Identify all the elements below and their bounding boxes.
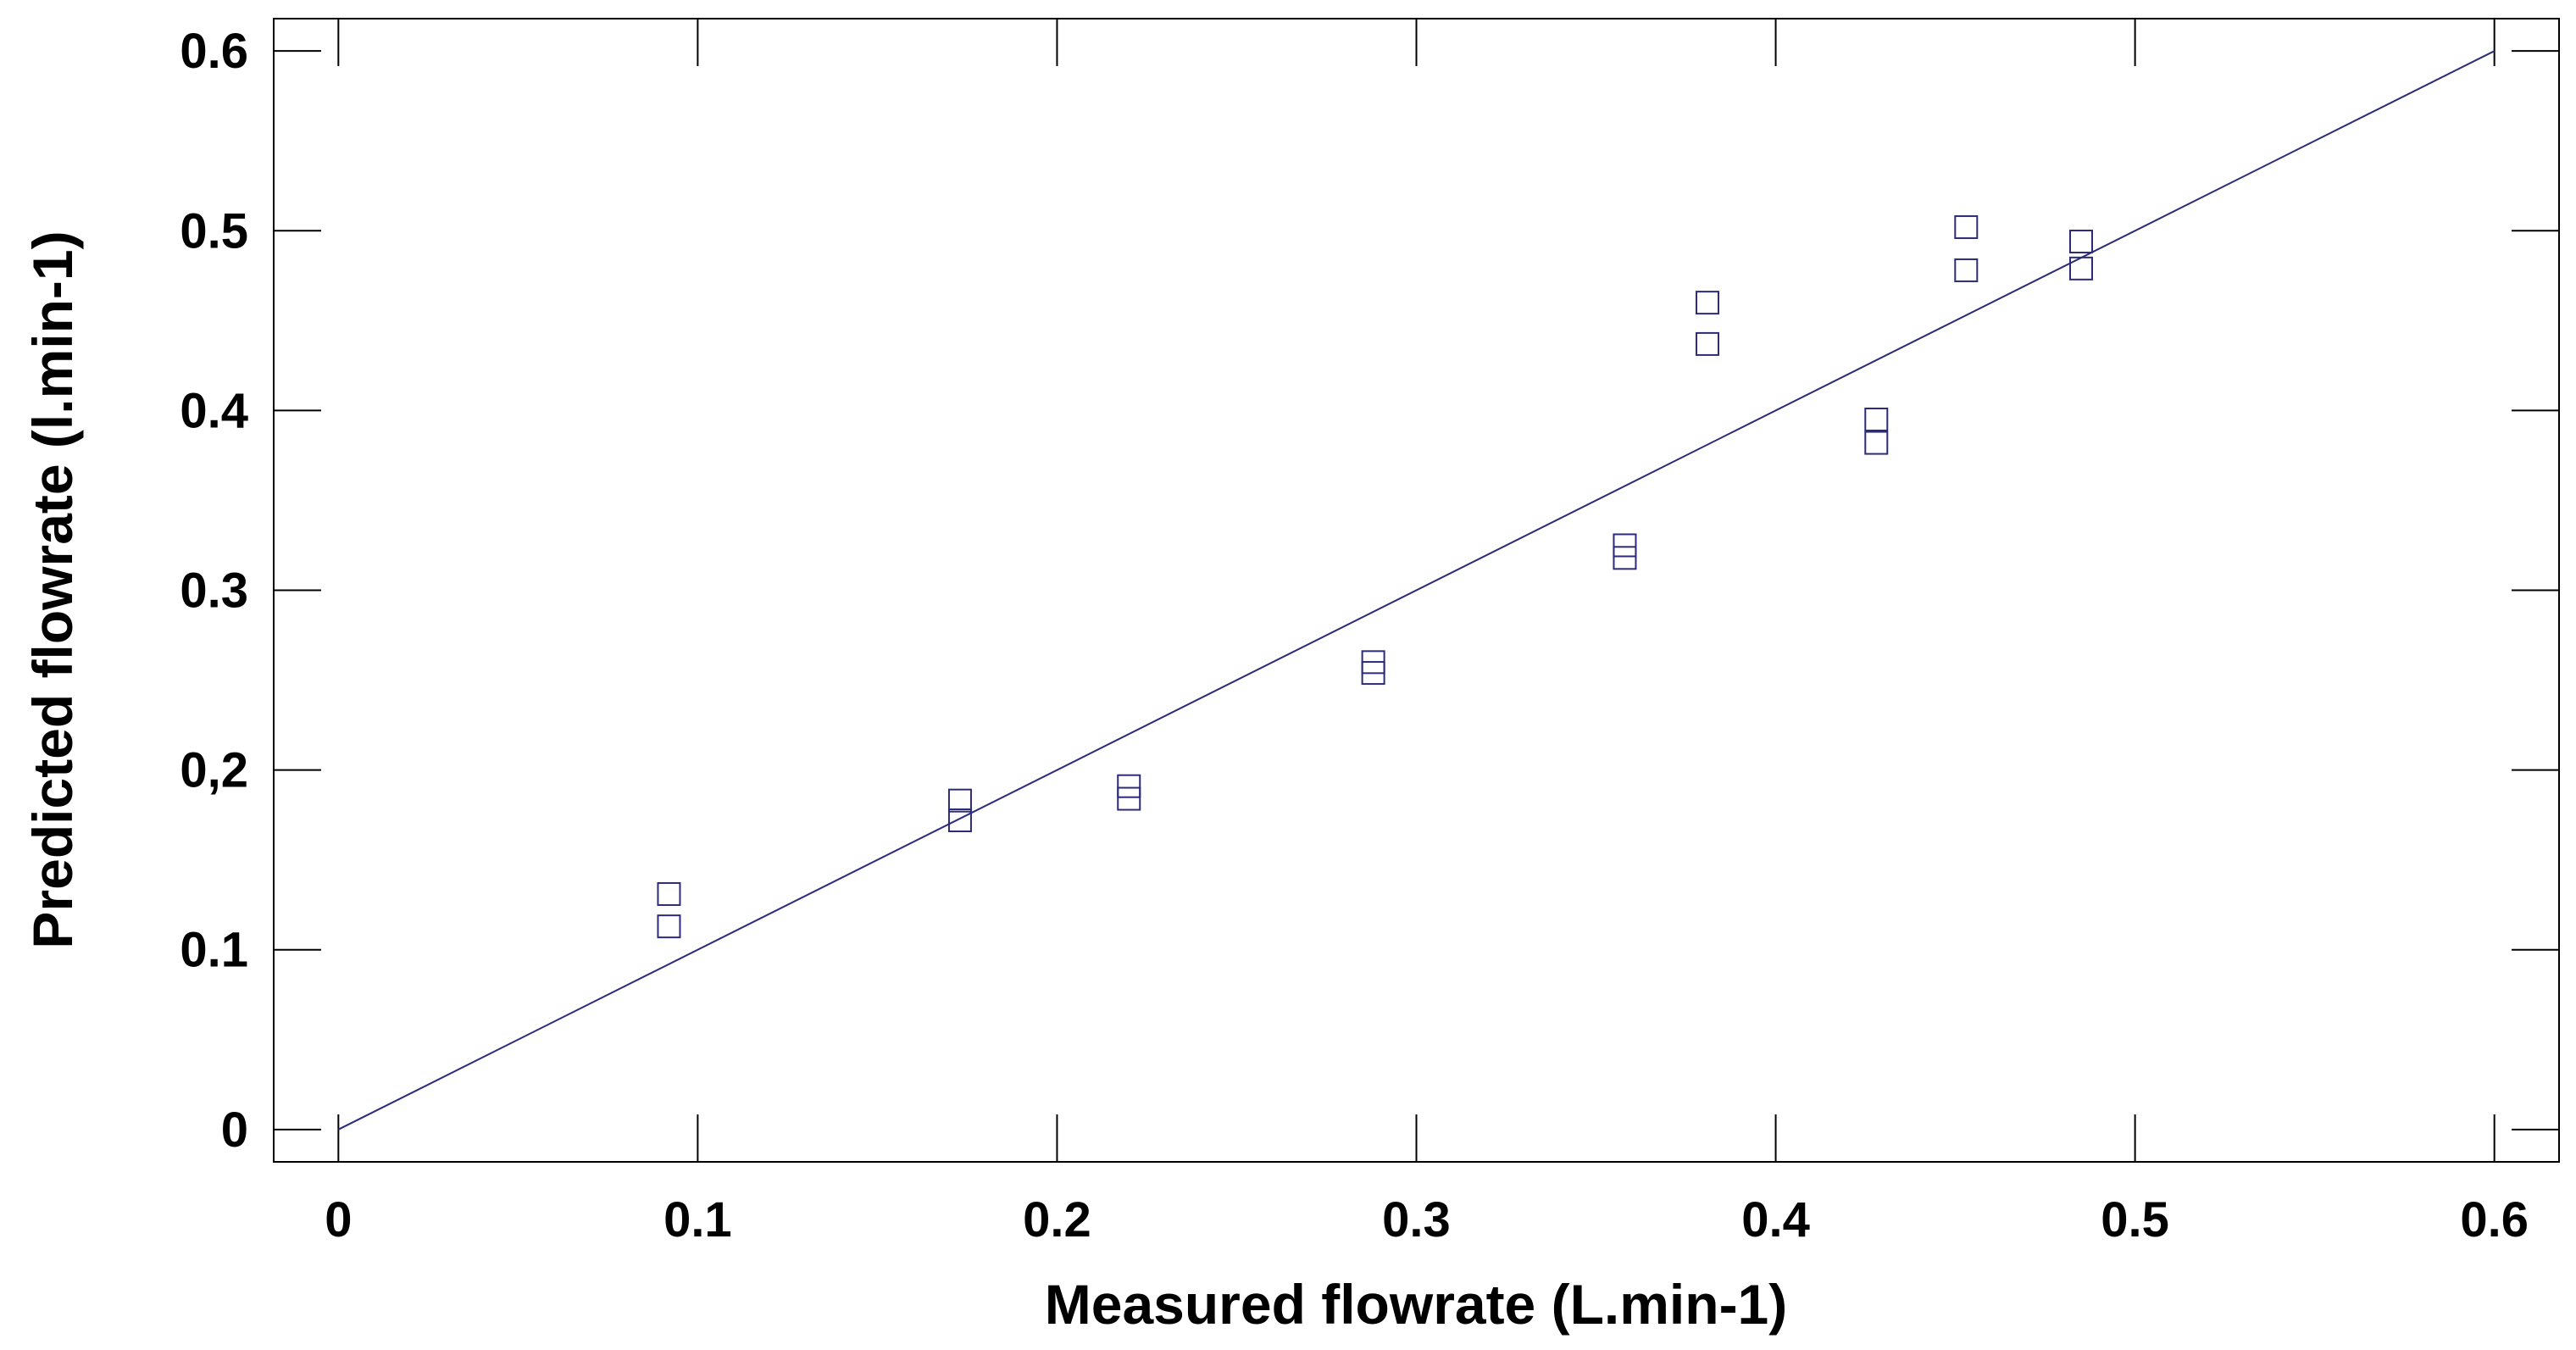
y-tick-label: 0.3 <box>180 564 248 619</box>
y-tick-label: 0.6 <box>180 24 248 79</box>
x-axis-label: Measured flowrate (L.min-1) <box>1045 1273 1787 1336</box>
data-point <box>1864 407 1889 431</box>
data-point <box>1864 431 1889 455</box>
data-point <box>1613 546 1637 570</box>
data-point <box>947 808 972 832</box>
x-tick-label: 0.4 <box>1741 1192 1810 1247</box>
x-tick-label: 0.3 <box>1382 1192 1451 1247</box>
data-point <box>1613 533 1637 558</box>
data-point <box>1361 661 1385 686</box>
x-tick-label: 0.2 <box>1023 1192 1091 1247</box>
x-tick-label: 0 <box>325 1192 352 1247</box>
y-axis-label: Predicted flowrate (l.min-1) <box>21 231 84 948</box>
data-point <box>1117 774 1141 798</box>
data-point <box>657 881 681 906</box>
x-tick-label: 0.6 <box>2460 1192 2529 1247</box>
data-point <box>657 914 681 939</box>
data-point <box>1954 258 1979 282</box>
x-tick-label: 0.1 <box>663 1192 732 1247</box>
y-axis-ticks: 0 0.1 0,2 0.3 0.4 0.5 0.6 <box>180 24 2559 1158</box>
y-tick-label: 0.5 <box>180 203 248 258</box>
x-tick-label: 0.5 <box>2101 1192 2169 1247</box>
reference-line-group <box>337 50 2496 1131</box>
y-tick-label: 0.1 <box>180 923 248 978</box>
data-points <box>657 215 2094 939</box>
data-point <box>947 788 972 813</box>
data-point <box>1695 331 1719 356</box>
x-axis-ticks: 0 0.1 0.2 0.3 0.4 0.5 0.6 <box>325 19 2529 1247</box>
reference-line <box>337 50 2496 1131</box>
data-point <box>2069 256 2094 281</box>
y-tick-label: 0,2 <box>180 743 248 798</box>
data-point <box>2069 230 2094 254</box>
data-point <box>1954 215 1979 240</box>
data-point <box>1117 786 1141 811</box>
data-point <box>1695 291 1719 315</box>
y-tick-label: 0 <box>221 1103 248 1158</box>
y-tick-label: 0.4 <box>180 383 248 438</box>
